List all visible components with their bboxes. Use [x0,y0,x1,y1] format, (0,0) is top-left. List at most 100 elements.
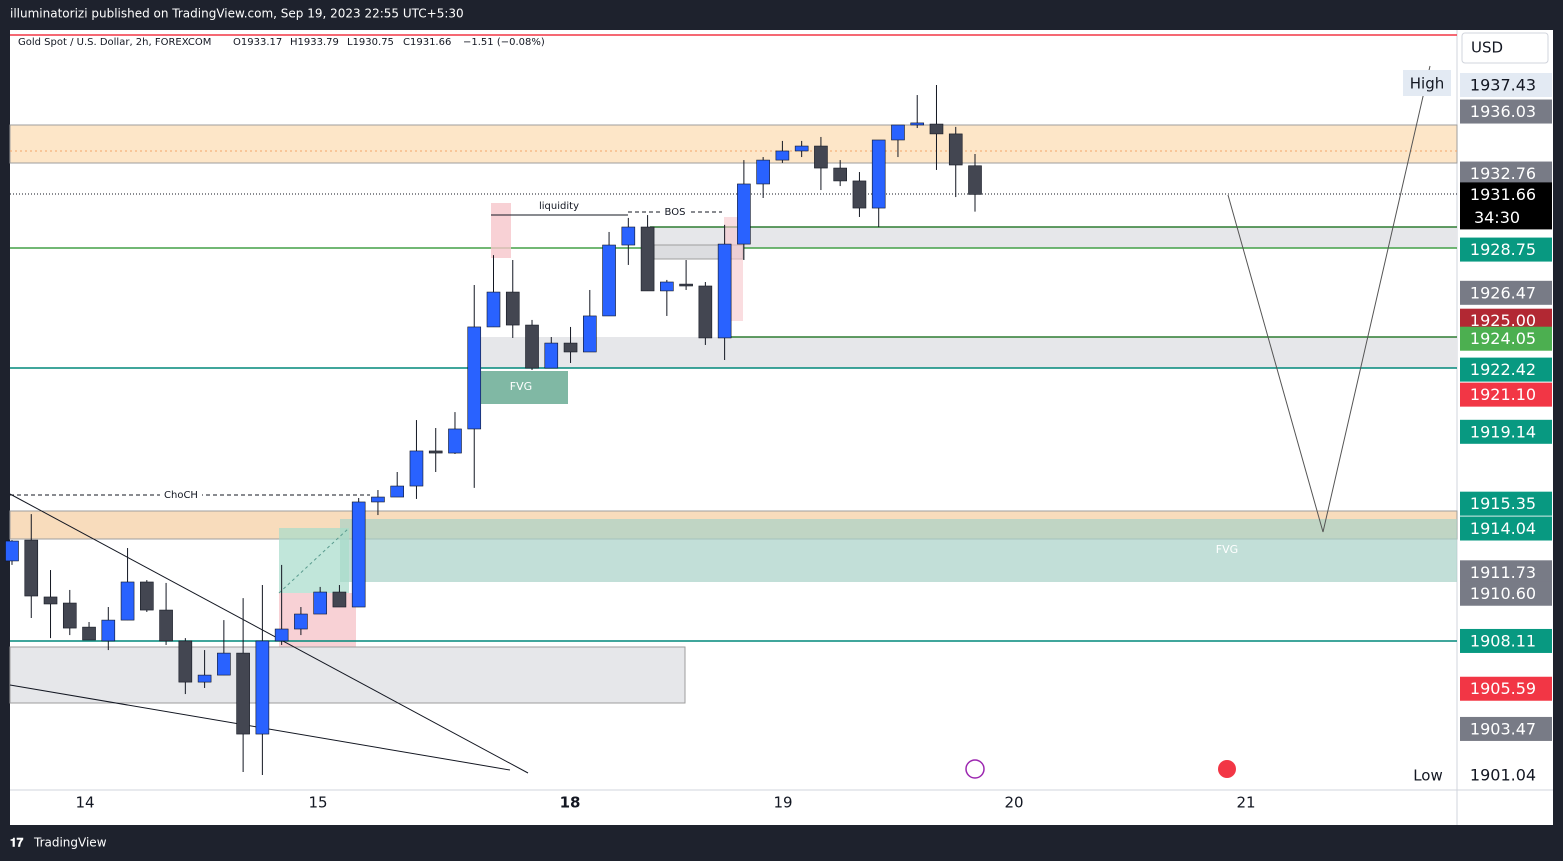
candle-body [871,139,886,209]
price-label: 1901.04 [1470,766,1536,785]
label-bg [660,205,690,219]
price-label-bg [1460,581,1552,606]
candle-body [486,291,501,328]
x-tick-label: 15 [308,794,327,812]
projection-path [1227,65,1431,533]
x-tick-label: 20 [1004,794,1023,812]
trade-line [278,527,350,594]
candle-body [756,159,770,185]
x-tick-label: 19 [773,794,792,812]
candle-body [698,285,713,339]
candle-body [852,180,867,209]
candle-body [332,591,347,608]
price-label-bg [1460,491,1552,516]
high-label: High [1410,75,1444,93]
candle-body [274,628,289,642]
price-label-bg [1460,560,1552,585]
countdown-bg [1460,205,1552,230]
x-tick-label: 14 [75,794,94,812]
candle-body [948,133,963,166]
price-label: 1936.03 [1470,102,1536,121]
candle-body [679,283,693,287]
annotation: liquidity [539,201,579,212]
price-label-bg [1460,237,1552,262]
candle-body [929,123,944,135]
zone [480,337,1457,368]
price-label: 1919.14 [1470,422,1536,441]
legend-symbol: Gold Spot / U.S. Dollar, 2h, FOREXCOM [18,37,211,48]
candle-body [24,539,39,597]
label-bg [160,488,202,502]
zone [650,227,1457,248]
annotation: FVG [510,380,532,393]
candle-body [197,674,212,683]
candle-body [236,652,250,735]
candle-body [313,591,327,615]
footer-bar [0,825,1563,861]
candle-body [390,485,405,498]
low-label: Low [1413,767,1443,785]
candle-body [891,124,905,141]
price-label: 1910.60 [1470,584,1536,603]
candle-body [140,581,154,611]
candle-body [217,652,231,676]
candle-body [448,428,462,454]
currency: USD [1471,39,1503,57]
publisher: illuminatorizi published on TradingView.… [10,7,464,21]
candle-body [255,640,270,735]
price-label-bg [1460,628,1552,653]
candle-body [428,450,443,454]
price-label-bg [1460,516,1552,541]
candle-body [910,122,925,126]
price-label-bg [1460,357,1552,382]
candle-body [371,496,385,503]
legend-open: O1933.17 [233,37,282,48]
candle-body [467,326,482,430]
legend-high: H1933.79 [290,37,339,48]
supply-zone [9,124,1458,164]
candle-body [602,244,616,317]
candle-body [351,501,366,608]
candle-body [968,165,982,195]
price-label: 1932.76 [1470,164,1536,183]
legend-change: −1.51 (−0.08%) [463,37,545,48]
legend-low: L1930.75 [347,37,394,48]
candle-body [775,150,790,161]
price-label-bg [1460,72,1552,97]
candle-body [794,145,809,152]
price-label-bg [1460,99,1552,124]
candle-body [409,450,424,487]
currency-button[interactable] [1461,32,1549,64]
fvg-zone [340,519,1457,582]
price-label: 1914.04 [1470,519,1536,538]
price-label: 1921.10 [1470,385,1536,404]
zone [9,646,686,704]
event-icon[interactable] [1218,760,1236,778]
liquidity-box [491,203,511,258]
candle-body [43,596,58,605]
candle-body [660,281,674,292]
candle-body [582,315,597,353]
price-label: 1905.59 [1470,679,1536,698]
price-label-bg [1460,326,1552,351]
countdown: 34:30 [1474,208,1520,227]
fvg-box [480,371,568,404]
candle-body [737,183,751,245]
price-label: 1915.35 [1470,494,1536,513]
label-bg [1403,70,1451,96]
event-icon[interactable] [965,759,985,779]
legend-close: C1931.66 [403,37,451,48]
candle-body [717,243,732,339]
candle-body [505,291,520,326]
price-label: 1924.05 [1470,329,1536,348]
candle-body [159,609,173,642]
price-label-bg [1460,716,1552,741]
candle-body [120,581,135,621]
price-label-bg [1460,382,1552,407]
price-label-bg [1460,161,1552,186]
price-label: 1911.73 [1470,563,1536,582]
candle-body [178,640,193,683]
price-label: 1908.11 [1470,631,1536,650]
candle-body [294,613,308,630]
candle-body [640,226,655,292]
